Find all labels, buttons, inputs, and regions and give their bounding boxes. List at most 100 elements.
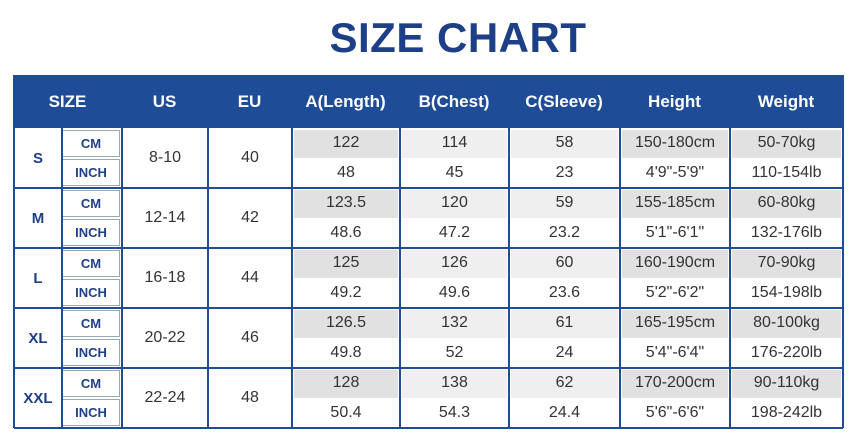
- rule: [121, 75, 123, 428]
- header-cell: A(Length): [292, 75, 400, 128]
- cm-value: 128: [332, 374, 360, 391]
- cm-value: 138: [441, 374, 468, 391]
- size-label: XXL: [23, 389, 53, 407]
- unit-label: INCH: [62, 279, 120, 306]
- us-size: 16-18: [144, 269, 186, 286]
- cm-value: 61: [555, 314, 574, 331]
- rule: [508, 75, 510, 428]
- shade: [732, 370, 841, 398]
- unit-label: INCH: [62, 339, 120, 366]
- size-label: L: [33, 269, 43, 287]
- shade: [511, 310, 618, 338]
- rule: [13, 75, 15, 428]
- shade: [622, 250, 728, 278]
- inch-value: 49.6: [438, 284, 471, 301]
- inch-value: 176-220lb: [750, 344, 823, 361]
- cm-value: 123.5: [325, 194, 367, 211]
- header-cell: C(Sleeve): [509, 75, 620, 128]
- unit-label: CM: [62, 190, 120, 217]
- rule: [14, 427, 843, 429]
- cm-value: 126.5: [325, 314, 367, 331]
- size-label: S: [32, 149, 43, 167]
- cm-value: 150-180cm: [634, 134, 716, 151]
- unit-label: CM: [62, 310, 120, 337]
- rule: [399, 75, 401, 428]
- shade: [732, 250, 841, 278]
- cm-value: 126: [441, 254, 468, 271]
- cm-value: 155-185cm: [634, 194, 716, 211]
- inch-value: 23: [555, 164, 574, 181]
- inch-value: 49.8: [330, 344, 362, 361]
- shade: [294, 190, 398, 218]
- shade: [402, 250, 507, 278]
- rule: [14, 247, 843, 249]
- inch-value: 48: [337, 164, 355, 181]
- shade: [622, 310, 728, 338]
- title: SIZE CHART: [329, 14, 587, 61]
- shade: [732, 310, 841, 338]
- shade: [402, 130, 507, 158]
- inch-value: 48.6: [330, 224, 362, 241]
- shade: [402, 370, 507, 398]
- shade: [294, 130, 398, 158]
- inch-value: 110-154lb: [751, 164, 822, 181]
- inch-value: 23.6: [548, 284, 581, 301]
- shade: [511, 130, 618, 158]
- cm-value: 59: [555, 194, 574, 211]
- shade: [294, 250, 398, 278]
- size-label: M: [31, 209, 45, 227]
- inch-value: 5'4"-6'4": [645, 344, 705, 361]
- cm-value: 70-90kg: [757, 254, 816, 271]
- cm-value: 60: [555, 254, 574, 271]
- us-size: 20-22: [144, 329, 186, 346]
- cm-value: 165-195cm: [634, 314, 716, 331]
- rule: [14, 367, 843, 369]
- cm-value: 170-200cm: [634, 374, 716, 391]
- shade: [511, 370, 618, 398]
- unit-label: CM: [62, 250, 120, 277]
- shade: [511, 190, 618, 218]
- shade: [732, 190, 841, 218]
- inch-value: 198-242lb: [750, 404, 823, 421]
- eu-size: 48: [241, 389, 259, 406]
- rule: [14, 307, 843, 309]
- inch-value: 5'1"-6'1": [645, 224, 705, 241]
- cm-value: 58: [555, 134, 574, 151]
- inch-value: 49.2: [330, 284, 362, 301]
- rule: [291, 75, 293, 428]
- eu-size: 42: [241, 209, 259, 226]
- rule: [729, 75, 731, 428]
- rule: [13, 75, 844, 77]
- shade: [402, 310, 507, 338]
- header-cell: SIZE: [14, 75, 122, 128]
- header-cell: B(Chest): [400, 75, 509, 128]
- inch-value: 47.2: [438, 224, 471, 241]
- size-label: XL: [28, 329, 48, 347]
- eu-size: 46: [241, 329, 259, 346]
- cm-value: 80-100kg: [753, 314, 820, 331]
- inch-value: 24: [555, 344, 574, 361]
- shade: [732, 130, 841, 158]
- inch-value: 154-198lb: [750, 284, 823, 301]
- shade: [622, 130, 728, 158]
- cm-value: 160-190cm: [634, 254, 716, 271]
- cm-value: 50-70kg: [757, 134, 816, 151]
- unit-label: INCH: [62, 159, 120, 186]
- shade: [622, 190, 728, 218]
- rule: [14, 187, 843, 189]
- shade: [402, 190, 507, 218]
- inch-value: 23.2: [548, 224, 581, 241]
- cm-value: 90-110kg: [753, 374, 820, 391]
- eu-size: 40: [241, 149, 259, 166]
- inch-value: 24.4: [548, 404, 581, 421]
- inch-value: 132-176lb: [750, 224, 823, 241]
- unit-label: INCH: [62, 399, 120, 426]
- unit-label: CM: [62, 370, 120, 397]
- cm-value: 132: [441, 314, 468, 331]
- cm-value: 122: [332, 134, 360, 151]
- rule: [842, 75, 844, 428]
- us-size: 8-10: [148, 149, 182, 166]
- inch-value: 54.3: [438, 404, 471, 421]
- shade: [294, 310, 398, 338]
